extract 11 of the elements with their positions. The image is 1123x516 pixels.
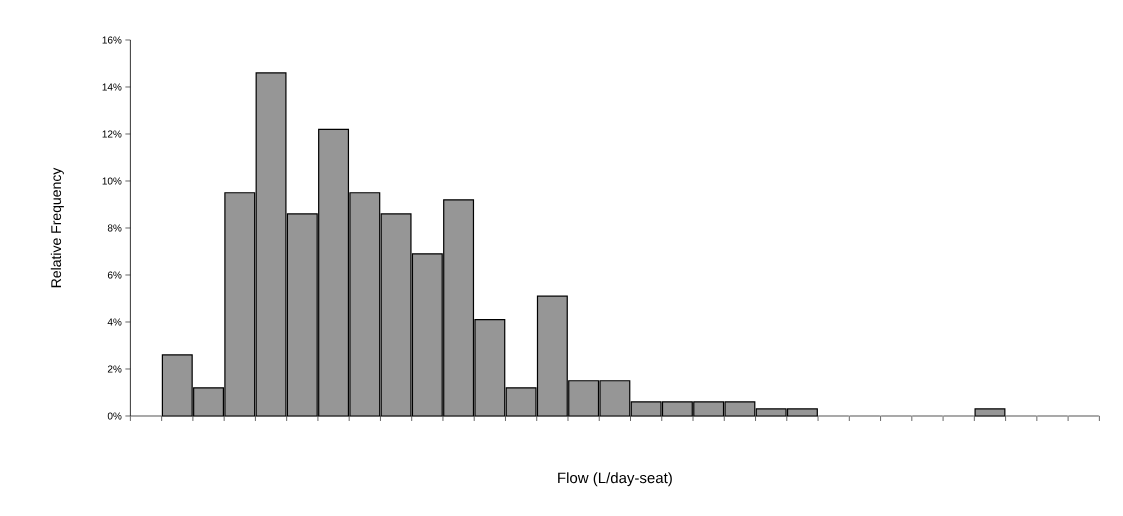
y-axis-title: Relative Frequency	[50, 167, 64, 288]
y-tick-label: 16%	[102, 36, 122, 44]
y-tick-label: 0%	[107, 412, 122, 420]
y-tick-label: 6%	[107, 271, 122, 279]
y-tick-label: 2%	[107, 365, 122, 373]
y-tick-label: 14%	[102, 83, 122, 91]
y-tick-label: 12%	[102, 130, 122, 138]
y-tick-label: 10%	[102, 177, 122, 185]
x-axis-title: Flow (L/day-seat)	[558, 472, 672, 487]
y-tick-label: 4%	[107, 318, 122, 326]
y-tick-label: 8%	[107, 224, 122, 232]
